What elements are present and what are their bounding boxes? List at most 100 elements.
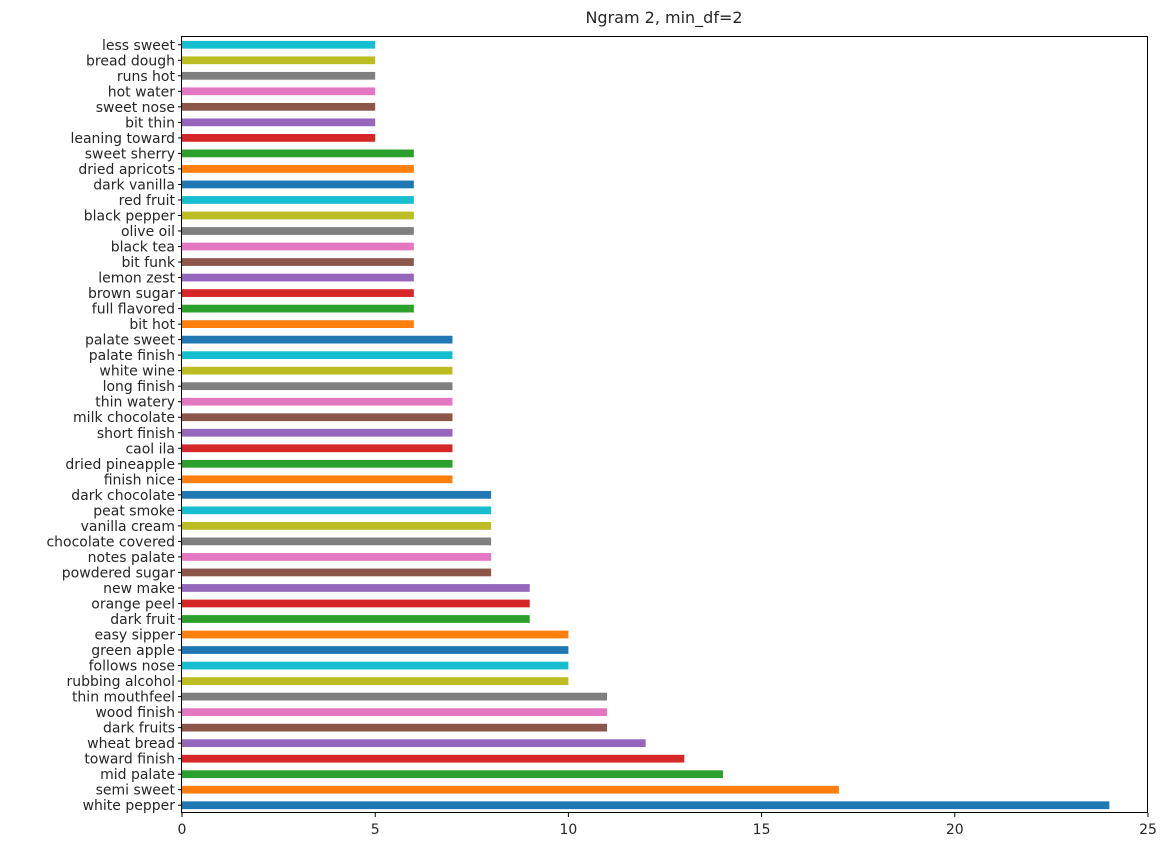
y-tick-label: caol ila bbox=[125, 441, 175, 457]
bar bbox=[182, 692, 608, 701]
bar bbox=[182, 118, 376, 127]
bar bbox=[182, 180, 414, 189]
bar bbox=[182, 677, 569, 685]
y-tick-label: brown sugar bbox=[88, 286, 175, 302]
x-tick-label: 10 bbox=[559, 822, 577, 838]
y-tick-label: less sweet bbox=[102, 38, 176, 54]
bar bbox=[182, 40, 376, 49]
y-tick-label: thin mouthfeel bbox=[72, 690, 175, 706]
bar bbox=[182, 227, 414, 235]
bar bbox=[182, 320, 414, 328]
bar bbox=[182, 335, 453, 344]
bar bbox=[182, 723, 608, 732]
bar bbox=[182, 242, 414, 251]
y-tick-label: finish nice bbox=[104, 472, 175, 488]
bar bbox=[182, 708, 608, 716]
bar bbox=[182, 87, 376, 96]
y-tick-label: green apple bbox=[91, 643, 175, 659]
y-tick-label: thin watery bbox=[95, 395, 175, 411]
y-tick-label: dark chocolate bbox=[71, 488, 175, 504]
x-tick-label: 25 bbox=[1139, 822, 1157, 838]
bar bbox=[182, 785, 839, 794]
bars-layer bbox=[182, 40, 1110, 810]
y-tick-label: palate finish bbox=[89, 348, 175, 364]
y-tick-label: new make bbox=[103, 581, 175, 597]
y-tick-label: vanilla cream bbox=[81, 519, 175, 535]
bar bbox=[182, 739, 646, 748]
bar bbox=[182, 366, 453, 375]
y-tick-label: dark fruits bbox=[103, 721, 175, 737]
y-tick-label: dark vanilla bbox=[93, 177, 175, 193]
chart-title: Ngram 2, min_df=2 bbox=[585, 8, 742, 28]
y-tick-label: bit hot bbox=[129, 317, 175, 333]
y-tick-label: wood finish bbox=[95, 705, 175, 721]
y-tick-label: leaning toward bbox=[70, 131, 175, 147]
y-tick-label: follows nose bbox=[89, 659, 175, 675]
y-tick-label: dried apricots bbox=[78, 162, 175, 178]
bar bbox=[182, 289, 414, 297]
y-tick-label: dried pineapple bbox=[65, 457, 175, 473]
y-tick-label: chocolate covered bbox=[46, 534, 175, 550]
bar bbox=[182, 102, 376, 111]
bar bbox=[182, 522, 492, 530]
x-tick-label: 0 bbox=[178, 822, 187, 838]
y-tick-label: palate sweet bbox=[85, 333, 175, 349]
bar bbox=[182, 149, 414, 158]
y-tick-label: black pepper bbox=[84, 208, 175, 224]
bar bbox=[182, 475, 453, 484]
y-tick-label: bit funk bbox=[122, 255, 176, 271]
bar bbox=[182, 56, 376, 65]
y-tick-label: notes palate bbox=[88, 550, 175, 566]
y-tick-label: semi sweet bbox=[96, 783, 176, 799]
y-tick-label: dark fruit bbox=[110, 612, 175, 628]
bar bbox=[182, 273, 414, 282]
y-tick-label: bit thin bbox=[125, 115, 175, 131]
y-tick-label: mid palate bbox=[100, 767, 175, 783]
bar bbox=[182, 397, 453, 406]
y-tick-label: sweet sherry bbox=[85, 146, 175, 162]
bar bbox=[182, 661, 569, 670]
y-tick-label: orange peel bbox=[91, 596, 175, 612]
bar bbox=[182, 615, 530, 623]
bar bbox=[182, 599, 530, 608]
y-tick-label: toward finish bbox=[84, 752, 175, 768]
y-tick-label: lemon zest bbox=[98, 271, 175, 287]
bar bbox=[182, 211, 414, 220]
bar bbox=[182, 506, 492, 515]
bar bbox=[182, 351, 453, 360]
plot-frame bbox=[181, 36, 1148, 813]
bar bbox=[182, 71, 376, 80]
bar bbox=[182, 444, 453, 453]
bar bbox=[182, 490, 492, 499]
y-tick-label: full flavored bbox=[92, 302, 175, 318]
bar bbox=[182, 770, 723, 779]
y-tick-label: peat smoke bbox=[93, 503, 175, 519]
x-tick-label: 20 bbox=[946, 822, 964, 838]
y-tick-label: bread dough bbox=[86, 53, 175, 69]
y-tick-label: sweet nose bbox=[96, 100, 175, 116]
bar bbox=[182, 537, 492, 546]
bar bbox=[182, 413, 453, 422]
bar bbox=[182, 568, 492, 577]
bar bbox=[182, 196, 414, 204]
y-tick-label: wheat bread bbox=[87, 736, 175, 752]
y-tick-label: rubbing alcohol bbox=[66, 674, 175, 690]
bar bbox=[182, 754, 685, 763]
y-tick-label: white wine bbox=[99, 364, 175, 380]
x-tick-label: 15 bbox=[753, 822, 771, 838]
y-tick-label: runs hot bbox=[117, 69, 176, 85]
y-tick-label: white pepper bbox=[83, 798, 176, 814]
bar bbox=[182, 258, 414, 266]
y-tick-label: powdered sugar bbox=[62, 565, 175, 581]
bar bbox=[182, 584, 530, 592]
bar bbox=[182, 382, 453, 391]
y-tick-label: easy sipper bbox=[94, 628, 175, 644]
bar bbox=[182, 630, 569, 639]
y-tick-label: hot water bbox=[108, 84, 176, 100]
y-tick-label: olive oil bbox=[121, 224, 175, 240]
x-axis: 0 5 10 15 20 25 bbox=[178, 813, 1157, 838]
y-tick-label: short finish bbox=[97, 426, 175, 442]
bar bbox=[182, 459, 453, 468]
